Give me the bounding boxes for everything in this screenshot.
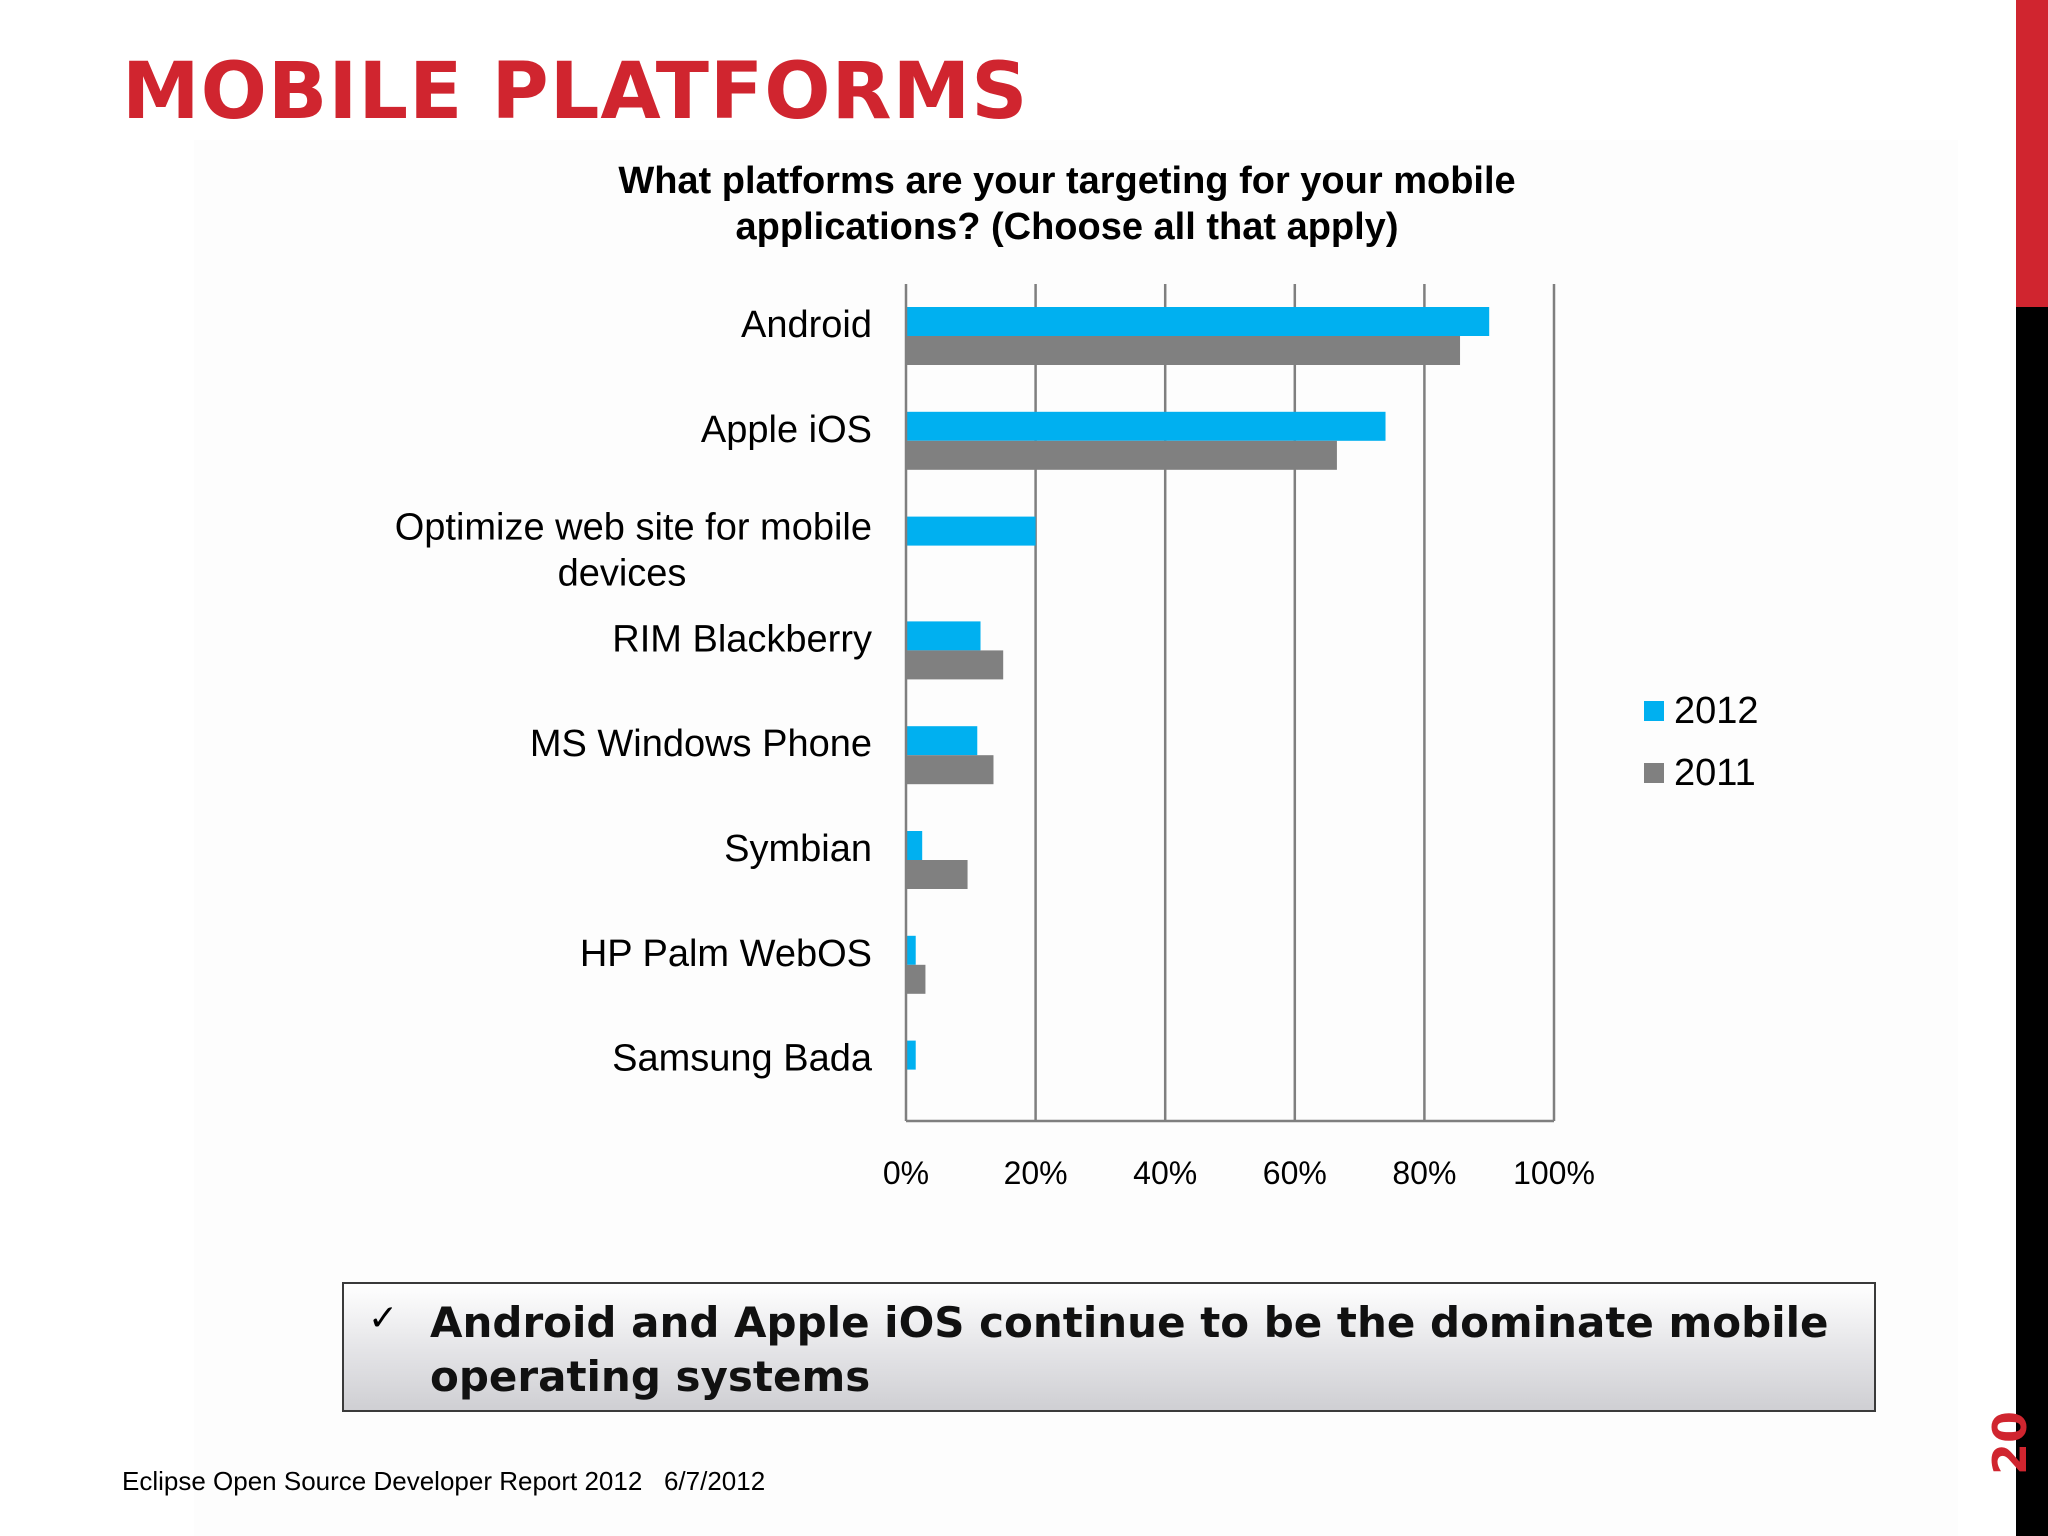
sidebar-accent-red <box>2016 0 2048 307</box>
bar-2011-android <box>906 336 1461 365</box>
check-icon: ✓ <box>368 1298 399 1339</box>
legend-item-2012: 2012 <box>1644 680 1759 742</box>
gridlines <box>1034 284 1556 1121</box>
category-label-android: Android <box>741 304 872 346</box>
bar-2012-apple-ios <box>906 411 1386 441</box>
chart-title: What platforms are your targeting for yo… <box>618 160 1516 248</box>
legend-label-2011: 2011 <box>1674 751 1756 794</box>
x-tick-label: 0% <box>883 1155 929 1191</box>
category-label-rim-blackberry: RIM Blackberry <box>612 618 872 660</box>
x-tick-label: 40% <box>1133 1155 1197 1191</box>
callout-box: ✓ Android and Apple iOS continue to be t… <box>342 1282 1876 1412</box>
legend-swatch-2012 <box>1644 701 1664 721</box>
page-number: 20 <box>1983 1411 2037 1476</box>
bar-2012-ms-windows-phone <box>906 726 978 756</box>
category-label-apple-ios: Apple iOS <box>701 409 872 451</box>
bar-2012-android <box>906 307 1490 336</box>
x-tick-label: 80% <box>1392 1155 1456 1191</box>
category-label-hp-palm-webos: HP Palm WebOS <box>580 933 872 975</box>
category-label-optimize-web-site-for-mobile-devices: Optimize web site for mobile devices <box>395 507 872 595</box>
bar-2011-hp-palm-webos <box>906 964 926 994</box>
legend: 2012 2011 <box>1644 680 1759 804</box>
legend-item-2011: 2011 <box>1644 742 1759 804</box>
bars <box>906 307 1490 1070</box>
bar-2011-ms-windows-phone <box>906 755 994 785</box>
x-tick-label: 20% <box>1004 1155 1068 1191</box>
callout-text: Android and Apple iOS continue to be the… <box>430 1298 1829 1401</box>
bar-2012-samsung-bada <box>906 1040 916 1070</box>
slide-title: MOBILE PLATFORMS <box>122 47 1029 137</box>
sidebar-accent-black <box>2016 307 2048 1536</box>
bar-2012-rim-blackberry <box>906 621 981 651</box>
category-label-samsung-bada: Samsung Bada <box>612 1038 873 1080</box>
bar-2011-apple-ios <box>906 440 1337 470</box>
x-tick-label: 60% <box>1263 1155 1327 1191</box>
bar-2012-optimize-web-site-for-mobile-devices <box>906 516 1036 546</box>
category-label-ms-windows-phone: MS Windows Phone <box>530 723 872 765</box>
legend-swatch-2011 <box>1644 763 1664 783</box>
bar-2012-hp-palm-webos <box>906 935 916 965</box>
legend-label-2012: 2012 <box>1674 689 1759 732</box>
category-label-symbian: Symbian <box>724 828 872 870</box>
axes <box>904 284 1554 1123</box>
footer-text: Eclipse Open Source Developer Report 201… <box>122 1466 766 1496</box>
bar-2011-rim-blackberry <box>906 650 1004 680</box>
category-labels: Android Apple iOS Optimize web site for mo… <box>395 304 873 1080</box>
bar-2012-symbian <box>906 831 923 860</box>
x-tick-label: 100% <box>1513 1155 1595 1191</box>
tick-labels: 0% 20% 40% 60% 80% 100% <box>883 1155 1595 1191</box>
bar-2011-symbian <box>906 860 968 889</box>
